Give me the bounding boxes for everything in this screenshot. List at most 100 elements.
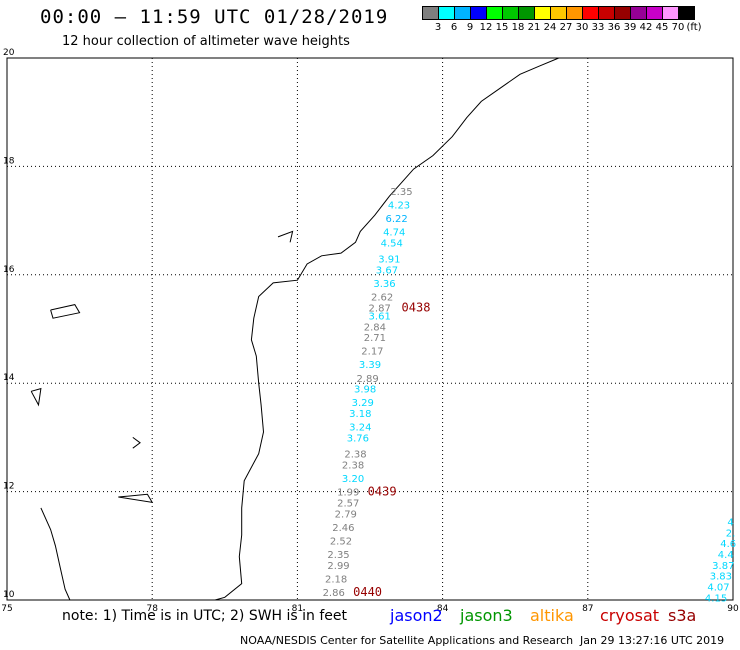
island-outline bbox=[50, 304, 81, 319]
legend-line: note: 1) Time is in UTC; 2) SWH is in fe… bbox=[62, 606, 696, 625]
wave-height-value: 3.87 bbox=[712, 561, 734, 572]
wave-height-value: 2.99 bbox=[327, 561, 349, 572]
lat-tick-label: 18 bbox=[3, 156, 15, 166]
satellite-cryosat: cryosat bbox=[600, 606, 660, 625]
generated-timestamp: Jan 29 13:27:16 UTC 2019 bbox=[580, 634, 725, 647]
wave-height-value: 2.18 bbox=[325, 574, 347, 585]
map-grid bbox=[6, 57, 734, 601]
colorbar-label: 3 bbox=[434, 22, 442, 33]
island-outline bbox=[277, 230, 294, 243]
wave-height-value: 2.79 bbox=[335, 509, 357, 520]
colorbar-label: 24 bbox=[543, 22, 557, 33]
wave-height-value: 2.17 bbox=[361, 347, 383, 358]
pass-time-label: 0440 bbox=[353, 585, 382, 599]
wave-height-value: 2.38 bbox=[344, 450, 366, 461]
island-outline bbox=[118, 493, 154, 504]
lat-tick-label: 10 bbox=[3, 590, 15, 600]
wave-height-value: 3.83 bbox=[710, 572, 732, 583]
colorbar-label: 9 bbox=[466, 22, 474, 33]
wave-height-value: 3.36 bbox=[373, 279, 395, 290]
colorbar-label: 18 bbox=[511, 22, 525, 33]
colorbar-labels: 3 6 9 12 15 18 21 24 27 30 33 36 39 42 45 70 (ft) bbox=[422, 22, 740, 36]
legend-note: note: 1) Time is in UTC; 2) SWH is in fe… bbox=[62, 608, 348, 624]
colorbar-label: 39 bbox=[623, 22, 637, 33]
wave-height-value: 2.89 bbox=[356, 374, 378, 385]
wave-height-value: 3.24 bbox=[349, 423, 371, 434]
pass-time-label: 0439 bbox=[368, 485, 397, 499]
map-subtitle: 12 hour collection of altimeter wave hei… bbox=[62, 34, 350, 49]
island-outline bbox=[30, 387, 42, 407]
wave-height-value: 2. bbox=[726, 528, 736, 539]
wave-height-value: 3.98 bbox=[354, 385, 376, 396]
lon-tick-label: 87 bbox=[582, 604, 593, 614]
wave-height-value: 6.22 bbox=[385, 214, 407, 225]
observation-labels: 2.35 4.23 6.22 4.744.54 3.913.67 3.36 2.622.87… bbox=[323, 187, 737, 604]
wave-height-value: 4.23 bbox=[388, 200, 410, 211]
satellite-jason3: jason3 bbox=[460, 606, 513, 625]
lat-tick-label: 20 bbox=[3, 48, 15, 58]
colorbar-label: 6 bbox=[450, 22, 458, 33]
wave-height-value: 4.54 bbox=[381, 238, 403, 249]
wave-height-value: 3.18 bbox=[349, 409, 371, 420]
wave-height-value: 2.62 bbox=[371, 292, 393, 303]
satellite-altika: altika bbox=[530, 606, 574, 625]
wave-height-value: 3.29 bbox=[352, 398, 374, 409]
wave-height-value: 2.38 bbox=[342, 461, 364, 472]
wave-height-value: 2.84 bbox=[364, 322, 386, 333]
coastline bbox=[30, 57, 559, 601]
wave-height-value: 4.4 bbox=[718, 550, 734, 561]
east-coast-india bbox=[214, 57, 559, 601]
colorbar-label: 27 bbox=[559, 22, 573, 33]
wave-height-value: 2.35 bbox=[327, 550, 349, 561]
pass-time-label: 0438 bbox=[402, 300, 431, 314]
lat-tick-label: 14 bbox=[3, 373, 15, 383]
axis-ticks: 75 78 81 84 87 90 20 18 16 14 12 10 bbox=[1, 48, 739, 614]
wave-height-value: 2.86 bbox=[323, 588, 345, 599]
wave-height-value: 3.91 bbox=[378, 255, 400, 266]
colorbar-label: 36 bbox=[607, 22, 621, 33]
colorbar-swatch bbox=[678, 6, 695, 20]
west-coast-india bbox=[40, 507, 71, 601]
wave-height-colorbar bbox=[422, 6, 695, 20]
map-frame bbox=[6, 57, 734, 601]
pass-time-labels: 0438 0439 0440 bbox=[353, 300, 430, 599]
wave-height-value: 3.61 bbox=[369, 311, 391, 322]
wave-height-value: 2.71 bbox=[364, 333, 386, 344]
colorbar-label: 33 bbox=[591, 22, 605, 33]
wave-height-value: 4.74 bbox=[383, 227, 405, 238]
lat-tick-label: 16 bbox=[3, 265, 15, 275]
colorbar-label: 21 bbox=[527, 22, 541, 33]
wave-height-value: 3.67 bbox=[376, 265, 398, 276]
colorbar-label: 30 bbox=[575, 22, 589, 33]
wave-height-value: 3.39 bbox=[359, 360, 381, 371]
colorbar-label: 45 bbox=[655, 22, 669, 33]
colorbar-label: 70 bbox=[671, 22, 685, 33]
colorbar-label: (ft) bbox=[686, 22, 702, 33]
colorbar-label: 12 bbox=[479, 22, 493, 33]
wave-height-value: 2.46 bbox=[332, 523, 354, 534]
lon-tick-label: 84 bbox=[437, 604, 449, 614]
colorbar-label: 15 bbox=[495, 22, 509, 33]
lat-tick-label: 12 bbox=[3, 482, 14, 492]
island-outline bbox=[132, 436, 141, 449]
wave-height-value: 2.57 bbox=[337, 498, 359, 509]
wave-height-value: 4.6 bbox=[720, 539, 736, 550]
credit-text: NOAA/NESDIS Center for Satellite Applica… bbox=[240, 634, 574, 647]
wave-height-value: 1.99 bbox=[337, 488, 359, 499]
wave-height-value: 4.15 bbox=[705, 593, 727, 604]
wave-height-value: 3.76 bbox=[347, 433, 369, 444]
lon-tick-label: 78 bbox=[146, 604, 158, 614]
colorbar-label: 42 bbox=[639, 22, 653, 33]
wave-height-value: 3.20 bbox=[342, 474, 364, 485]
wave-height-value: 2.35 bbox=[390, 187, 412, 198]
wave-height-value: 2.52 bbox=[330, 536, 352, 547]
wave-height-value: 2.87 bbox=[369, 303, 391, 314]
wave-height-value: 4.07 bbox=[707, 582, 729, 593]
lon-tick-label: 90 bbox=[727, 604, 739, 614]
satellite-s3a: s3a bbox=[668, 606, 697, 625]
map-title: 00:00 – 11:59 UTC 01/28/2019 bbox=[40, 6, 389, 28]
lon-tick-label: 75 bbox=[1, 604, 12, 614]
wave-height-value: 4 bbox=[727, 517, 733, 528]
satellite-jason2: jason2 bbox=[390, 606, 443, 625]
